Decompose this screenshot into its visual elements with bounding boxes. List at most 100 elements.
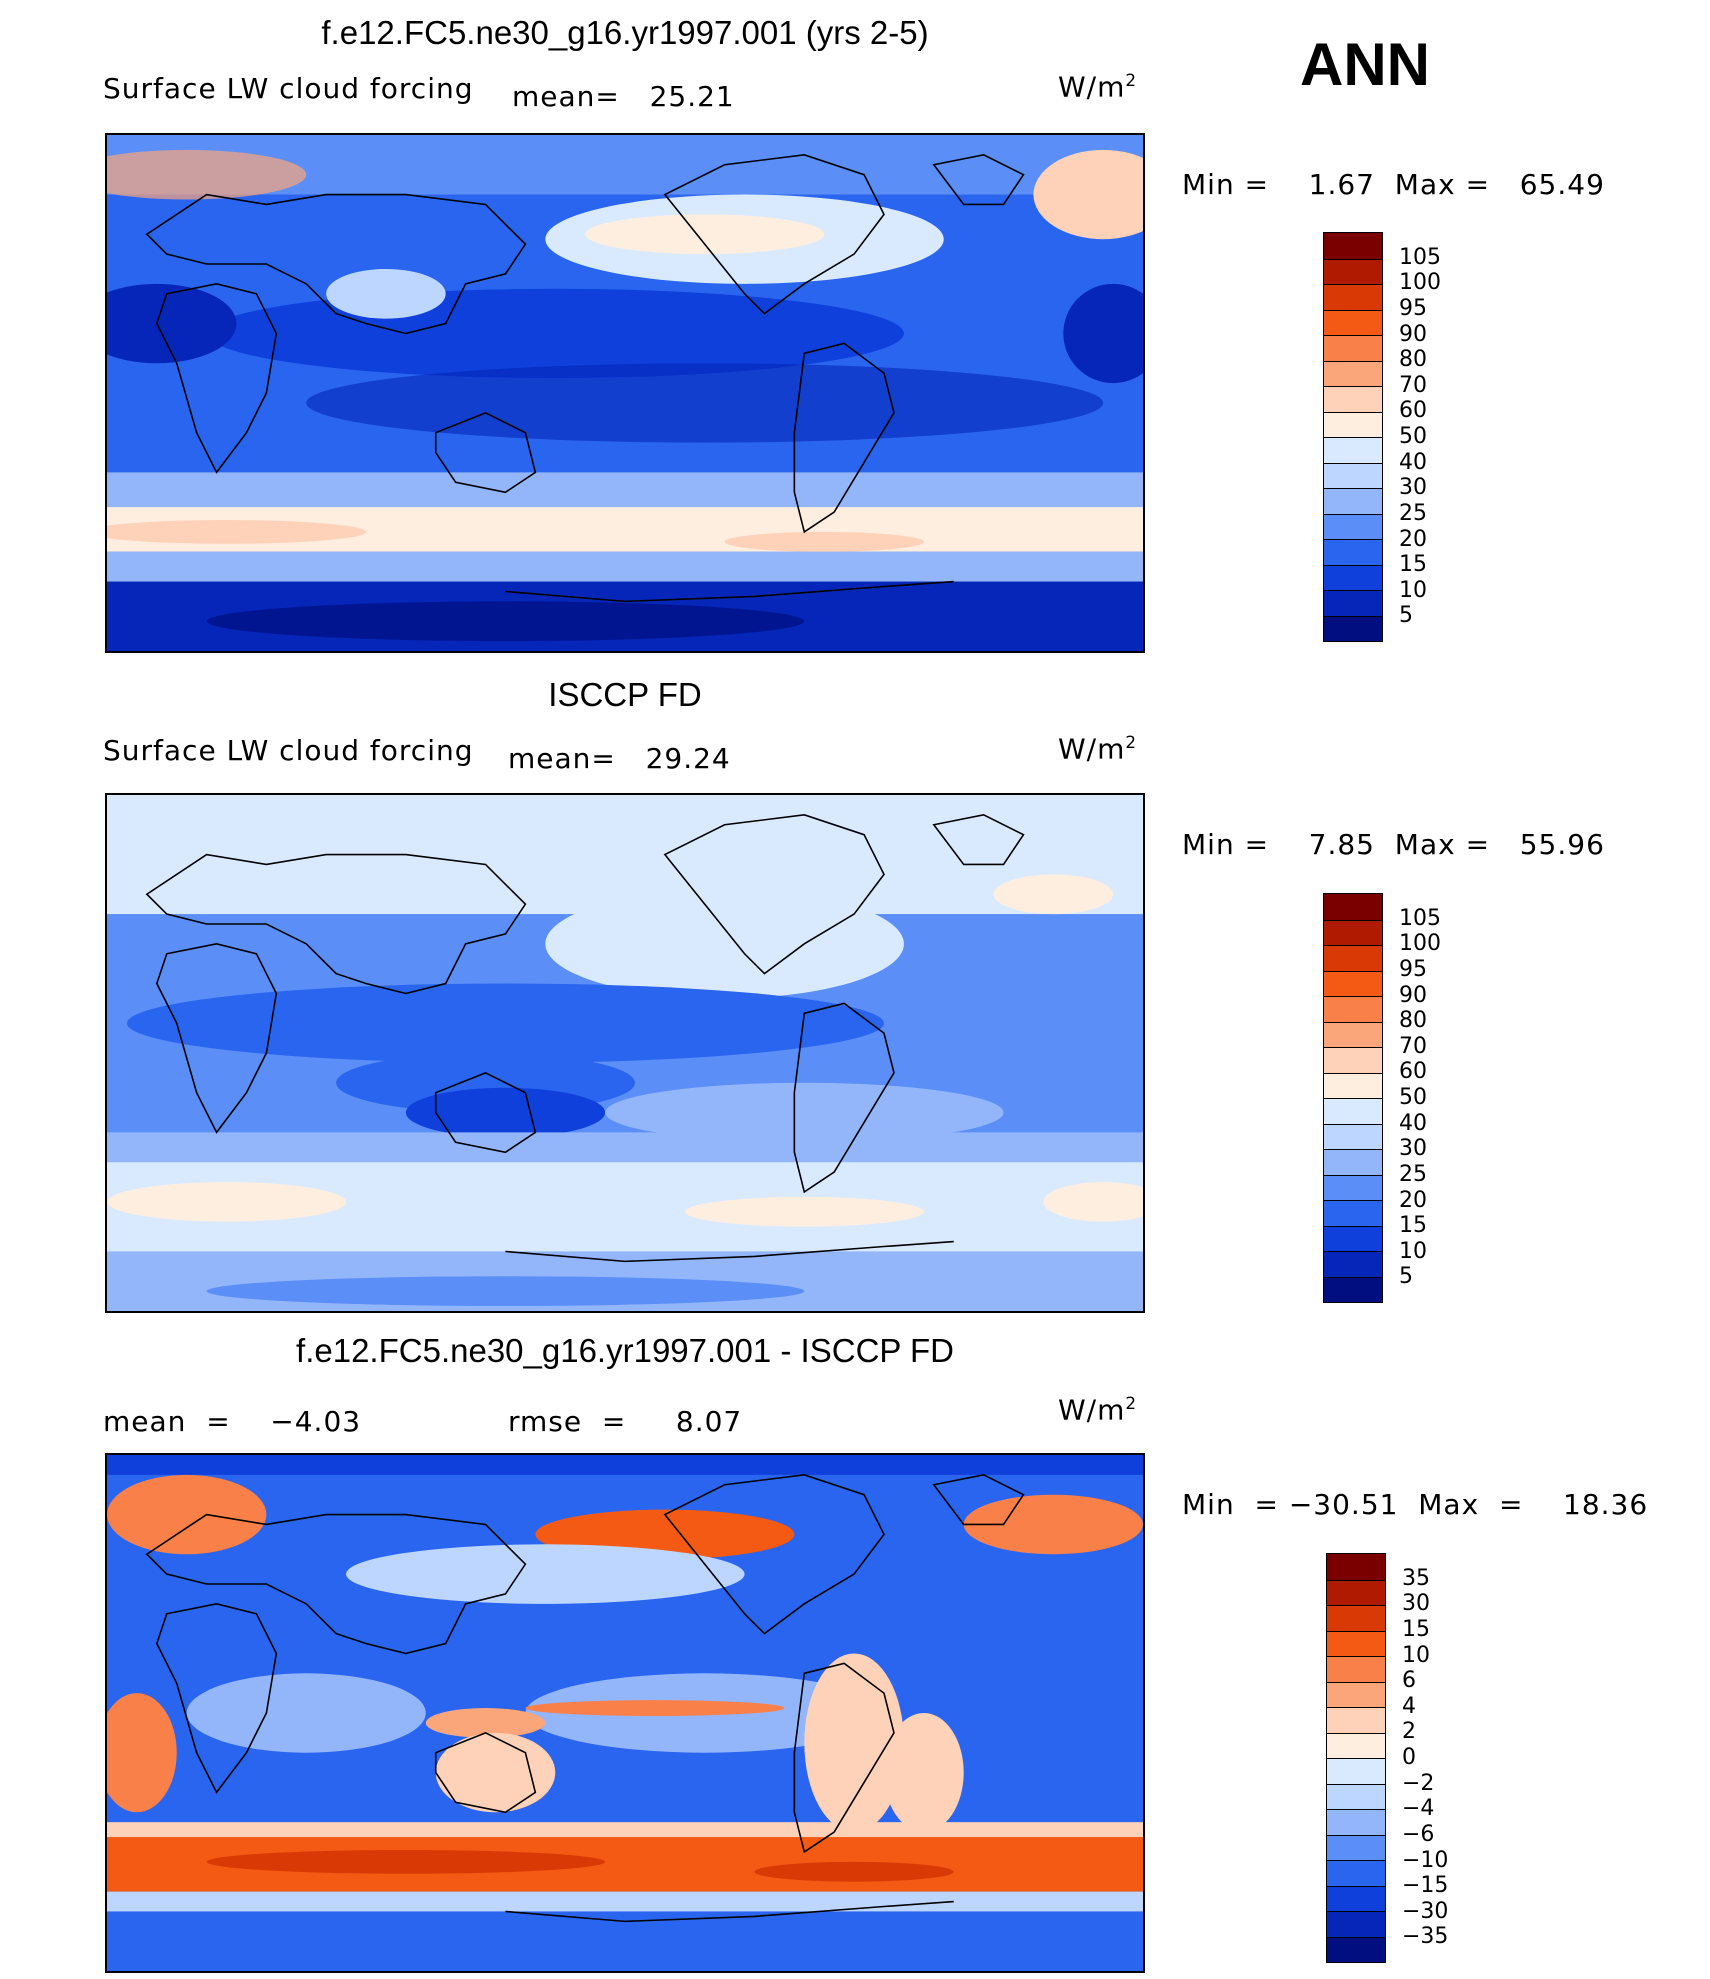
panel-3-colorbar bbox=[1326, 1553, 1386, 1963]
colorbar-swatch bbox=[1324, 590, 1382, 616]
colorbar-swatch bbox=[1327, 1860, 1385, 1886]
colorbar-tick-label: 30 bbox=[1399, 1136, 1427, 1162]
panel-3-minmax: Min = −30.51 Max = 18.36 bbox=[1182, 1488, 1649, 1521]
panel-2-map bbox=[105, 793, 1145, 1313]
colorbar-tick-label: −4 bbox=[1402, 1796, 1435, 1822]
panel-3-map bbox=[105, 1453, 1145, 1973]
colorbar-swatch bbox=[1327, 1834, 1385, 1860]
panel-1-colorbar bbox=[1323, 232, 1383, 642]
panel-2-title: ISCCP FD bbox=[548, 676, 702, 713]
panel-2-units: W/m2 bbox=[1058, 732, 1138, 766]
colorbar-tick-label: 80 bbox=[1399, 347, 1427, 373]
colorbar-tick-label: 60 bbox=[1399, 398, 1427, 424]
colorbar-tick-label: 4 bbox=[1402, 1693, 1416, 1719]
colorbar-tick-label: 40 bbox=[1399, 449, 1427, 475]
colorbar-tick-label: 50 bbox=[1399, 1085, 1427, 1110]
colorbar-tick-label: 30 bbox=[1402, 1591, 1430, 1617]
panel-3-rmse: rmse = 8.07 bbox=[508, 1405, 743, 1438]
colorbar-swatch bbox=[1324, 539, 1382, 565]
colorbar-tick-label: 70 bbox=[1399, 372, 1427, 398]
colorbar-swatch bbox=[1324, 894, 1382, 920]
colorbar-tick-label: 15 bbox=[1399, 1213, 1427, 1239]
colorbar-tick-label: 60 bbox=[1399, 1059, 1427, 1085]
panel-2-minmax: Min = 7.85 Max = 55.96 bbox=[1182, 828, 1605, 861]
colorbar-swatch bbox=[1324, 1123, 1382, 1149]
colorbar-tick-label: 5 bbox=[1399, 603, 1413, 629]
colorbar-swatch bbox=[1324, 411, 1382, 437]
colorbar-tick-label: 20 bbox=[1399, 1187, 1427, 1213]
colorbar-tick-label: 35 bbox=[1402, 1565, 1430, 1591]
colorbar-swatch bbox=[1327, 1809, 1385, 1835]
season-label: ANN bbox=[1300, 31, 1430, 98]
panel-2-variable-label: Surface LW cloud forcing bbox=[103, 734, 474, 767]
panel-2-colorbar bbox=[1323, 893, 1383, 1303]
colorbar-swatch bbox=[1327, 1630, 1385, 1656]
colorbar-tick-label: 10 bbox=[1402, 1642, 1430, 1668]
colorbar-tick-label: 100 bbox=[1399, 931, 1441, 957]
colorbar-tick-label: 15 bbox=[1402, 1616, 1430, 1642]
colorbar-swatch bbox=[1324, 1174, 1382, 1200]
panel-1-minmax: Min = 1.67 Max = 65.49 bbox=[1182, 168, 1605, 201]
colorbar-swatch bbox=[1327, 1681, 1385, 1707]
colorbar-swatch bbox=[1327, 1579, 1385, 1605]
colorbar-tick-label: 2 bbox=[1402, 1719, 1416, 1745]
colorbar-swatch bbox=[1324, 513, 1382, 539]
colorbar-tick-label: 90 bbox=[1399, 982, 1427, 1008]
colorbar-tick-label: 30 bbox=[1399, 475, 1427, 501]
colorbar-swatch bbox=[1324, 1149, 1382, 1175]
colorbar-tick-label: 25 bbox=[1399, 500, 1427, 526]
colorbar-swatch bbox=[1324, 386, 1382, 412]
colorbar-tick-label: −30 bbox=[1402, 1898, 1449, 1924]
colorbar-swatch bbox=[1327, 1732, 1385, 1758]
colorbar-swatch bbox=[1324, 919, 1382, 945]
colorbar-swatch bbox=[1327, 1911, 1385, 1937]
colorbar-tick-label: 10 bbox=[1399, 1238, 1427, 1264]
colorbar-swatch bbox=[1324, 335, 1382, 361]
colorbar-tick-label: 20 bbox=[1399, 526, 1427, 552]
panel-2-mean: mean= 29.24 bbox=[508, 742, 731, 775]
colorbar-tick-label: 100 bbox=[1399, 270, 1441, 296]
panel-1-title: f.e12.FC5.ne30_g16.yr1997.001 (yrs 2-5) bbox=[321, 14, 929, 51]
colorbar-tick-label: 15 bbox=[1399, 552, 1427, 578]
colorbar-swatch bbox=[1324, 970, 1382, 996]
colorbar-tick-label: 10 bbox=[1399, 577, 1427, 603]
colorbar-swatch bbox=[1324, 309, 1382, 335]
colorbar-swatch bbox=[1324, 1098, 1382, 1124]
colorbar-swatch bbox=[1327, 1783, 1385, 1809]
colorbar-swatch bbox=[1327, 1936, 1385, 1962]
colorbar-swatch bbox=[1327, 1707, 1385, 1733]
colorbar-swatch bbox=[1324, 437, 1382, 463]
colorbar-swatch bbox=[1324, 488, 1382, 514]
panel-1-units: W/m2 bbox=[1058, 70, 1138, 104]
colorbar-swatch bbox=[1324, 233, 1382, 259]
colorbar-tick-label: 5 bbox=[1399, 1264, 1413, 1290]
colorbar-tick-label: −15 bbox=[1402, 1873, 1449, 1899]
colorbar-tick-label: 25 bbox=[1399, 1161, 1427, 1187]
colorbar-swatch bbox=[1324, 462, 1382, 488]
panel-3-title: f.e12.FC5.ne30_g16.yr1997.001 - ISCCP FD bbox=[296, 1332, 954, 1369]
panel-3-mean: mean = −4.03 bbox=[103, 1405, 362, 1438]
colorbar-tick-label: −2 bbox=[1402, 1770, 1435, 1796]
colorbar-swatch bbox=[1327, 1554, 1385, 1580]
colorbar-tick-label: 90 bbox=[1399, 321, 1427, 347]
colorbar-tick-label: 50 bbox=[1399, 424, 1427, 449]
colorbar-swatch bbox=[1324, 1021, 1382, 1047]
colorbar-swatch bbox=[1324, 1225, 1382, 1251]
panel-1-map bbox=[105, 133, 1145, 653]
colorbar-swatch bbox=[1324, 1251, 1382, 1277]
colorbar-swatch bbox=[1327, 1758, 1385, 1784]
colorbar-tick-label: −10 bbox=[1402, 1847, 1449, 1873]
colorbar-swatch bbox=[1324, 1276, 1382, 1302]
colorbar-swatch bbox=[1324, 258, 1382, 284]
colorbar-swatch bbox=[1324, 564, 1382, 590]
colorbar-tick-label: 40 bbox=[1399, 1110, 1427, 1136]
colorbar-swatch bbox=[1327, 1605, 1385, 1631]
colorbar-swatch bbox=[1324, 996, 1382, 1022]
colorbar-swatch bbox=[1324, 1072, 1382, 1098]
colorbar-swatch bbox=[1324, 615, 1382, 641]
panel-1-mean: mean= 25.21 bbox=[512, 80, 735, 113]
colorbar-swatch bbox=[1327, 1885, 1385, 1911]
colorbar-tick-label: 80 bbox=[1399, 1008, 1427, 1034]
colorbar-swatch bbox=[1324, 1047, 1382, 1073]
colorbar-swatch bbox=[1327, 1656, 1385, 1682]
